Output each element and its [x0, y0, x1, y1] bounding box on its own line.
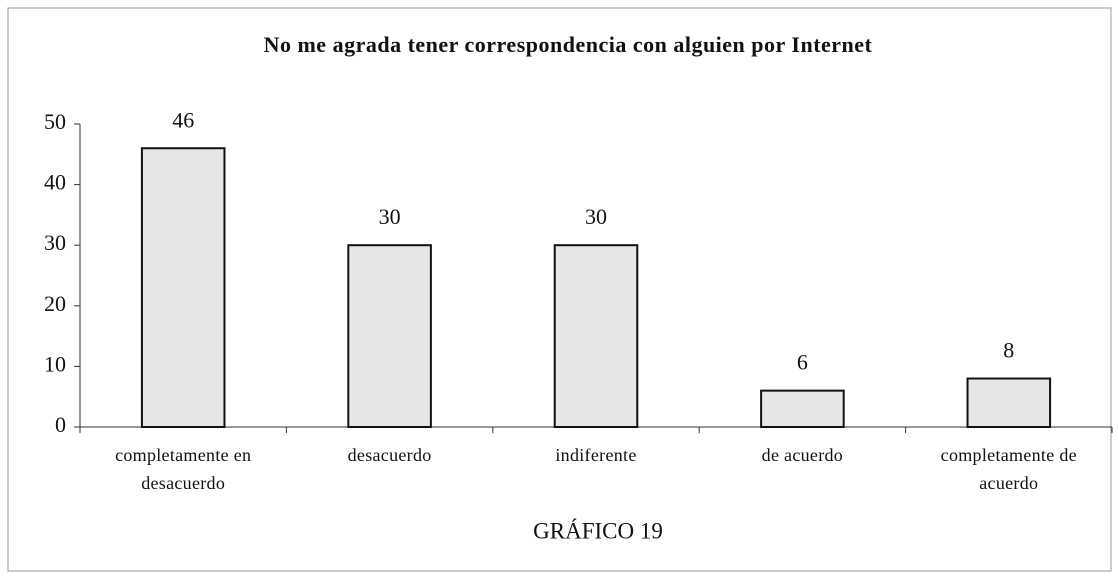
- x-tick-label: indiferente: [555, 445, 637, 465]
- value-label: 30: [585, 204, 607, 229]
- y-tick-label: 20: [44, 291, 66, 316]
- bar: [760, 389, 845, 429]
- bar: [140, 147, 226, 429]
- x-tick-label: desacuerdo: [347, 445, 432, 465]
- value-label: 30: [379, 204, 401, 229]
- x-tick-label: de acuerdo: [761, 445, 844, 465]
- x-tick-label: completamente en desacuerdo: [115, 445, 252, 493]
- value-label: 6: [797, 350, 808, 375]
- value-label: 46: [172, 107, 194, 132]
- bar: [966, 377, 1052, 428]
- caption: GRÁFICO 19: [533, 518, 663, 543]
- chart-frame: [7, 7, 1112, 572]
- chart-title: No me agrada tener correspondencia con a…: [264, 32, 873, 57]
- y-tick-label: 30: [44, 230, 66, 255]
- bar: [347, 244, 432, 428]
- y-tick-label: 40: [44, 170, 66, 195]
- y-tick-label: 10: [44, 351, 66, 376]
- value-label: 8: [1003, 338, 1014, 363]
- bar: [553, 244, 639, 428]
- y-tick-label: 0: [55, 412, 66, 437]
- y-tick-label: 50: [44, 109, 66, 134]
- x-tick-label: completamente de acuerdo: [940, 445, 1077, 493]
